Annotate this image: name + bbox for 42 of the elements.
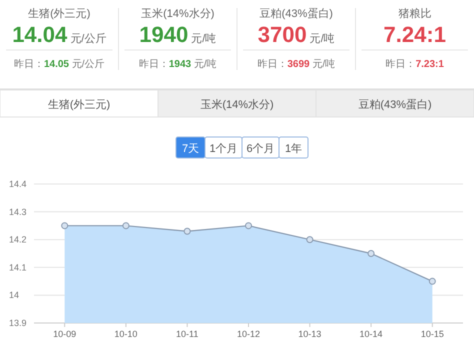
- text: 7天: [182, 143, 200, 155]
- text: 元/公斤: [70, 32, 106, 45]
- y-tick-label: 14: [9, 290, 20, 300]
- text: 猪粮比: [398, 7, 432, 20]
- text: 昨日：3699 元/吨: [257, 58, 336, 70]
- point: [61, 222, 68, 230]
- text: 元/吨: [310, 32, 335, 45]
- text: 3700: [258, 22, 307, 47]
- x-tick-label: 10-09: [53, 329, 76, 339]
- text: 生猪(外三元): [28, 7, 90, 20]
- text: 昨日：14.05 元/公斤: [14, 58, 105, 70]
- y-tick-label: 14.2: [9, 234, 27, 245]
- text: 玉米(14%水分): [141, 7, 214, 20]
- point: [368, 250, 375, 257]
- x-tick-label: 10-12: [236, 329, 260, 339]
- text: 生猪(外三元): [48, 98, 110, 111]
- text: 玉米(14%水分): [200, 98, 274, 111]
- text: 1年: [284, 143, 302, 155]
- point: [184, 228, 191, 235]
- y-tick-label: 14.3: [9, 206, 27, 217]
- y-tick-label: 14.1: [9, 262, 27, 272]
- text: 1940: [139, 22, 188, 47]
- point: [245, 222, 252, 230]
- text: 1个月: [209, 143, 238, 155]
- x-tick-label: 10-14: [360, 329, 383, 339]
- y-tick-label: 13.9: [9, 318, 27, 328]
- point: [122, 222, 130, 230]
- point: [428, 278, 436, 285]
- text: 14.04: [12, 22, 68, 47]
- y-tick-label: 14.4: [9, 179, 27, 189]
- text: 元/吨: [191, 32, 216, 45]
- text: 7.24:1: [384, 22, 446, 47]
- text: 豆粕(43%蛋白): [358, 99, 432, 111]
- x-tick-label: 10-15: [420, 329, 444, 339]
- point: [306, 236, 314, 244]
- text: 6个月: [246, 143, 275, 155]
- text: 昨日：7.23:1: [386, 58, 444, 70]
- text: 豆粕(43%蛋白): [260, 8, 333, 20]
- x-tick-label: 10-13: [298, 329, 322, 339]
- x-tick-label: 10-10: [114, 329, 138, 339]
- text: 昨日：1943 元/吨: [138, 58, 217, 70]
- x-tick-label: 10-11: [176, 329, 198, 339]
